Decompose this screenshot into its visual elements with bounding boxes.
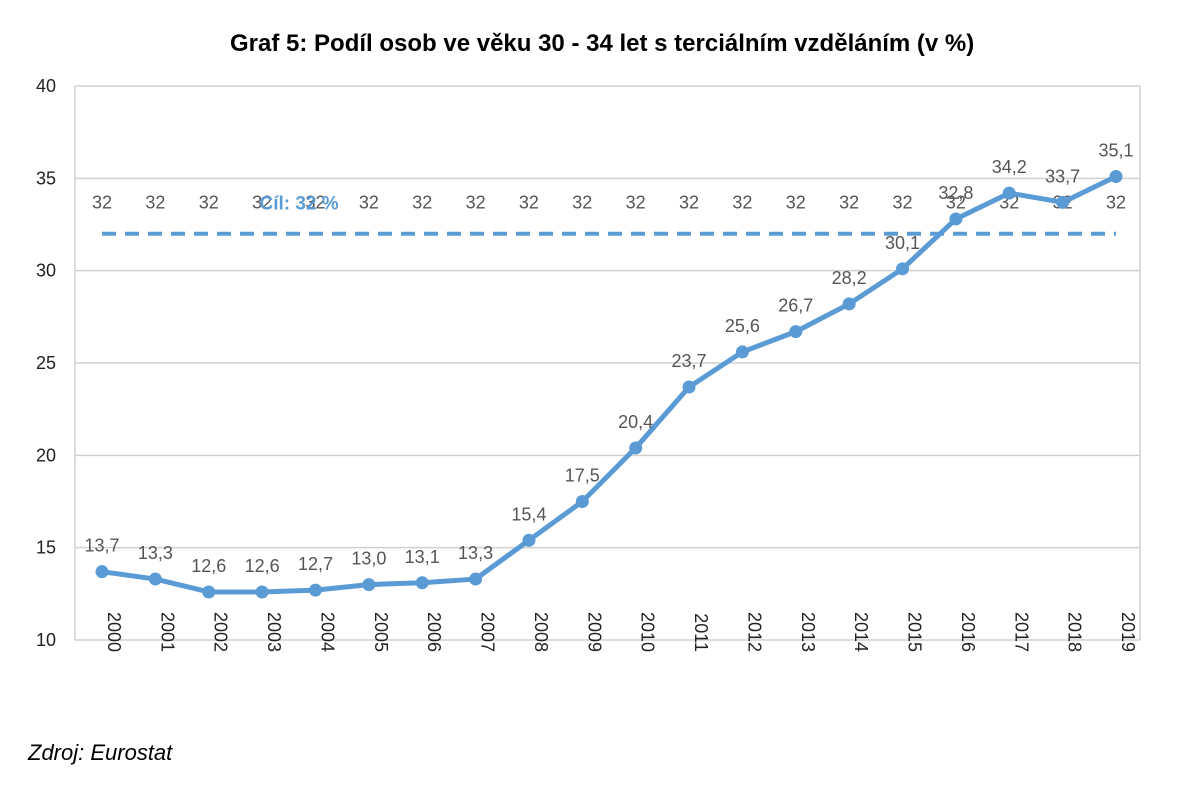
data-point — [789, 325, 803, 339]
data-point — [362, 578, 376, 592]
y-tick-label: 20 — [36, 445, 56, 465]
target-data-label: 32 — [199, 193, 219, 213]
x-tick-label: 2010 — [638, 612, 658, 652]
data-point — [308, 583, 322, 597]
data-label: 12,7 — [298, 554, 333, 574]
y-tick-label: 40 — [36, 76, 56, 96]
data-point — [522, 533, 536, 547]
target-data-label: 32 — [946, 193, 966, 213]
data-point — [202, 585, 216, 599]
data-label: 35,1 — [1098, 140, 1133, 160]
data-label: 32,8 — [938, 183, 973, 203]
target-series: 3232323232323232323232323232323232323232 — [92, 193, 1126, 236]
data-label: 30,1 — [885, 233, 920, 253]
data-point — [95, 565, 109, 579]
target-data-label: 32 — [305, 193, 325, 213]
grid-lines — [74, 85, 1141, 641]
x-tick-label: 2017 — [1011, 612, 1031, 652]
target-data-label: 32 — [466, 193, 486, 213]
x-tick-label: 2012 — [744, 612, 764, 652]
x-tick-label: 2015 — [905, 612, 925, 652]
data-label: 13,0 — [351, 549, 386, 569]
y-tick-label: 35 — [36, 168, 56, 188]
y-tick-label: 10 — [36, 630, 56, 650]
data-label: 25,6 — [725, 316, 760, 336]
x-tick-label: 2018 — [1065, 612, 1085, 652]
data-label: 15,4 — [511, 504, 546, 524]
y-tick-label: 15 — [36, 538, 56, 558]
data-label: 13,1 — [405, 547, 440, 567]
data-label: 12,6 — [191, 556, 226, 576]
target-data-label: 32 — [786, 193, 806, 213]
x-axis: 2000 2001 2002 2003 2004 2005 2006 2007 2008 2009… — [104, 612, 1138, 652]
target-data-label: 32 — [572, 193, 592, 213]
chart-title: Graf 5: Podíl osob ve věku 30 - 34 let s… — [230, 30, 975, 57]
data-label: 33,7 — [1045, 166, 1080, 186]
target-data-label: 32 — [893, 193, 913, 213]
data-point — [682, 380, 696, 394]
target-data-label: 32 — [679, 193, 699, 213]
data-label: 23,7 — [672, 351, 707, 371]
annotations: Cíl: 32 % — [260, 194, 339, 215]
data-point — [1056, 195, 1070, 209]
target-data-label: 32 — [1106, 193, 1126, 213]
data-label: 17,5 — [565, 466, 600, 486]
target-data-label: 32 — [252, 193, 272, 213]
x-tick-label: 2009 — [584, 612, 604, 652]
x-tick-label: 2001 — [157, 612, 177, 652]
data-label: 13,3 — [458, 543, 493, 563]
target-data-label: 32 — [626, 193, 646, 213]
data-point — [1002, 186, 1016, 200]
data-label: 13,3 — [138, 543, 173, 563]
data-point — [1109, 169, 1123, 183]
y-tick-label: 25 — [36, 353, 56, 373]
data-point — [735, 345, 749, 359]
target-data-label: 32 — [412, 193, 432, 213]
y-axis: 10 15 20 25 30 35 40 — [36, 76, 56, 650]
target-data-label: 32 — [519, 193, 539, 213]
data-label: 28,2 — [832, 268, 867, 288]
main-series: 13,7 13,3 12,6 12,6 12,7 13,0 13,1 13,3 15,4 17,5… — [84, 140, 1134, 599]
data-point — [148, 572, 162, 586]
target-data-label: 32 — [359, 193, 379, 213]
x-tick-label: 2003 — [264, 612, 284, 652]
goal-annotation: Cíl: 32 % — [260, 194, 339, 215]
data-point — [896, 262, 910, 276]
x-tick-label: 2006 — [424, 612, 444, 652]
data-label: 12,6 — [245, 556, 280, 576]
target-data-label: 32 — [839, 193, 859, 213]
data-label: 20,4 — [618, 412, 653, 432]
data-point — [469, 572, 483, 586]
target-data-label: 32 — [92, 193, 112, 213]
x-tick-label: 2008 — [531, 612, 551, 652]
target-data-label: 32 — [732, 193, 752, 213]
target-data-label: 32 — [145, 193, 165, 213]
data-point — [415, 576, 429, 590]
data-point — [629, 441, 643, 455]
x-tick-label: 2016 — [958, 612, 978, 652]
data-point — [949, 212, 963, 226]
x-tick-label: 2002 — [211, 612, 231, 652]
source-note: Zdroj: Eurostat — [28, 740, 173, 765]
data-label: 34,2 — [992, 157, 1027, 177]
x-tick-label: 2014 — [851, 612, 871, 652]
x-tick-label: 2019 — [1118, 612, 1138, 652]
x-tick-label: 2013 — [798, 612, 818, 652]
data-point — [255, 585, 269, 599]
x-tick-label: 2004 — [317, 612, 337, 652]
x-tick-label: 2005 — [371, 612, 391, 652]
series-line — [101, 174, 1118, 595]
data-point — [575, 495, 589, 508]
y-tick-label: 30 — [36, 261, 56, 281]
x-tick-label: 2007 — [478, 612, 498, 652]
data-label: 26,7 — [778, 296, 813, 316]
data-label: 13,7 — [84, 536, 119, 556]
x-tick-label: 2011 — [691, 613, 711, 652]
data-point — [842, 297, 856, 311]
x-tick-label: 2000 — [104, 612, 124, 652]
